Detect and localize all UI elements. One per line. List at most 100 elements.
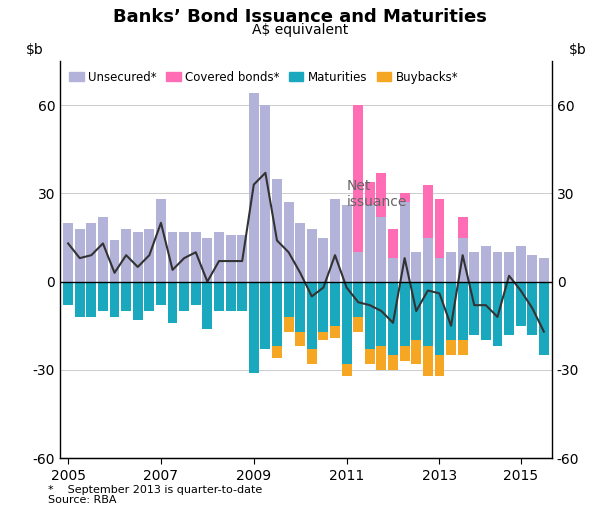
Bar — [376, 281, 386, 346]
Bar — [446, 341, 456, 355]
Bar — [260, 105, 271, 281]
Bar — [284, 281, 293, 317]
Bar — [214, 281, 224, 311]
Bar — [388, 229, 398, 258]
Bar — [272, 281, 282, 346]
Bar — [75, 281, 85, 317]
Bar — [527, 281, 537, 334]
Bar — [260, 281, 271, 349]
Bar — [423, 238, 433, 281]
Bar — [249, 94, 259, 281]
Bar — [341, 281, 352, 364]
Bar — [330, 200, 340, 281]
Bar — [353, 317, 363, 332]
Bar — [458, 238, 467, 281]
Bar — [412, 281, 421, 341]
Bar — [249, 281, 259, 373]
Bar — [365, 349, 375, 364]
Bar — [237, 281, 247, 311]
Bar — [527, 255, 537, 281]
Bar — [167, 232, 178, 281]
Bar — [86, 281, 96, 317]
Bar — [272, 179, 282, 281]
Bar — [319, 332, 328, 341]
Bar — [307, 349, 317, 364]
Bar — [458, 341, 467, 355]
Bar — [376, 346, 386, 370]
Text: Net
issuance: Net issuance — [347, 179, 407, 209]
Bar — [504, 252, 514, 281]
Bar — [341, 364, 352, 376]
Bar — [516, 246, 526, 281]
Bar — [365, 205, 375, 281]
Bar — [295, 281, 305, 332]
Bar — [295, 332, 305, 346]
Bar — [133, 232, 143, 281]
Bar — [330, 326, 340, 337]
Bar — [434, 200, 445, 258]
Bar — [353, 252, 363, 281]
Bar — [63, 281, 73, 305]
Bar — [400, 202, 410, 281]
Bar — [481, 246, 491, 281]
Bar — [446, 252, 456, 281]
Text: A$ equivalent: A$ equivalent — [252, 23, 348, 37]
Bar — [423, 346, 433, 376]
Bar — [191, 281, 200, 305]
Bar — [493, 281, 502, 346]
Bar — [226, 235, 236, 281]
Bar — [226, 281, 236, 311]
Bar — [434, 281, 445, 355]
Legend: Unsecured*, Covered bonds*, Maturities, Buybacks*: Unsecured*, Covered bonds*, Maturities, … — [66, 67, 462, 87]
Bar — [469, 252, 479, 281]
Bar — [121, 229, 131, 281]
Bar — [167, 281, 178, 323]
Bar — [319, 238, 328, 281]
Bar — [400, 193, 410, 202]
Bar — [86, 223, 96, 281]
Bar — [284, 317, 293, 332]
Bar — [98, 217, 108, 281]
Bar — [75, 229, 85, 281]
Bar — [388, 281, 398, 355]
Bar — [110, 281, 119, 317]
Bar — [179, 232, 189, 281]
Bar — [156, 281, 166, 305]
Bar — [539, 258, 549, 281]
Bar — [446, 281, 456, 341]
Bar — [388, 355, 398, 370]
Bar — [376, 217, 386, 281]
Bar — [434, 258, 445, 281]
Bar — [145, 281, 154, 311]
Bar — [98, 281, 108, 311]
Bar — [469, 281, 479, 334]
Text: *    September 2013 is quarter-to-date: * September 2013 is quarter-to-date — [48, 485, 262, 495]
Bar — [121, 281, 131, 311]
Bar — [237, 235, 247, 281]
Bar — [423, 281, 433, 346]
Bar — [202, 281, 212, 329]
Bar — [353, 281, 363, 317]
Bar — [319, 281, 328, 332]
Bar — [434, 355, 445, 376]
Bar — [516, 281, 526, 326]
Bar — [330, 281, 340, 326]
Bar — [539, 281, 549, 355]
Bar — [191, 232, 200, 281]
Bar — [110, 240, 119, 281]
Bar — [365, 182, 375, 205]
Bar — [353, 105, 363, 252]
Bar — [412, 252, 421, 281]
Text: Banks’ Bond Issuance and Maturities: Banks’ Bond Issuance and Maturities — [113, 8, 487, 25]
Bar — [202, 238, 212, 281]
Bar — [423, 185, 433, 238]
Bar — [493, 252, 502, 281]
Bar — [400, 346, 410, 361]
Bar — [156, 200, 166, 281]
Bar — [388, 258, 398, 281]
Bar — [133, 281, 143, 320]
Bar — [179, 281, 189, 311]
Bar — [341, 205, 352, 281]
Bar — [307, 281, 317, 349]
Bar — [284, 202, 293, 281]
